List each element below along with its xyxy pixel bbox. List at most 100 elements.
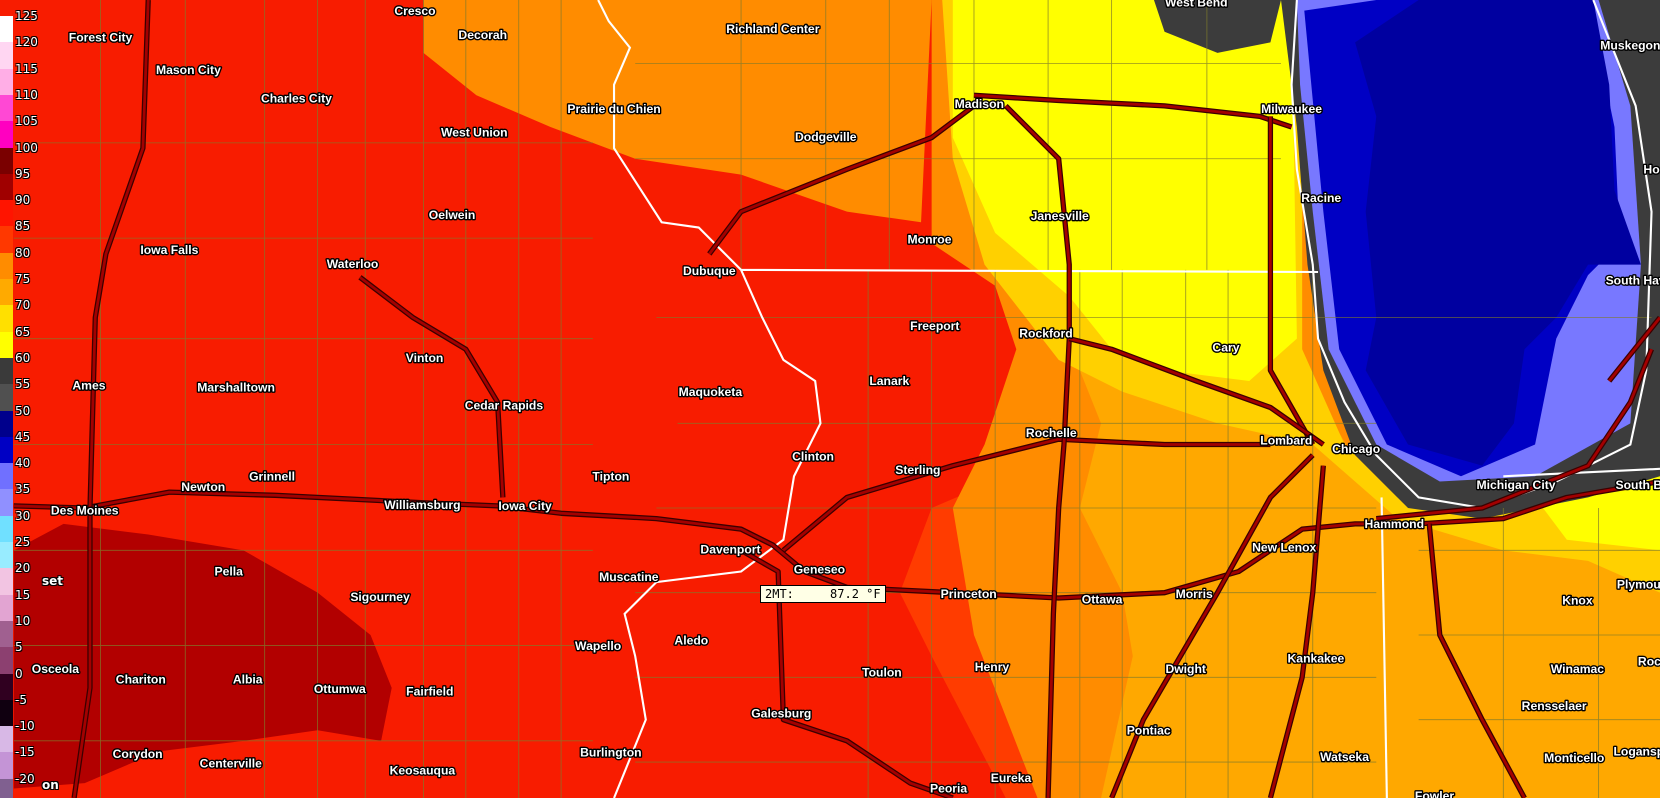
- city-label: Princeton: [941, 587, 997, 601]
- highway-line: [1376, 348, 1653, 520]
- highway-line: [1269, 465, 1325, 798]
- city-label: Osceola: [32, 662, 80, 676]
- legend-color-swatch: [0, 542, 13, 569]
- city-label: Prairie du Chien: [567, 102, 660, 116]
- legend-color-swatch: [0, 279, 13, 306]
- highway-line: [1608, 316, 1660, 382]
- city-label: Kankakee: [1288, 652, 1345, 666]
- city-label: Logansp: [1613, 745, 1660, 759]
- city-label: Pella: [214, 565, 243, 579]
- city-label: Toulon: [862, 665, 902, 679]
- region-yellow: [952, 0, 1297, 382]
- legend-label: 30: [15, 508, 31, 523]
- city-label: Cresco: [394, 4, 435, 18]
- city-label: Burlington: [580, 746, 641, 760]
- cursor-value-readout: 2MT: 87.2 °F: [760, 585, 886, 603]
- legend-label: -5: [15, 692, 27, 707]
- legend-color-swatch: [0, 410, 13, 438]
- city-label: Morris: [1176, 587, 1213, 601]
- highway-line: [1004, 104, 1071, 798]
- highway-line: [1269, 116, 1314, 446]
- city-label: Tipton: [592, 469, 629, 483]
- city-label: Dubuque: [683, 264, 736, 278]
- legend-color-swatch: [0, 305, 13, 333]
- city-label: Marshalltown: [197, 381, 275, 395]
- highway-line: [782, 437, 1271, 552]
- city-label: Corydon: [113, 747, 163, 761]
- legend-label: 85: [15, 219, 31, 234]
- city-label: Cedar Rapids: [465, 399, 544, 413]
- highway-line: [359, 276, 505, 498]
- legend-color-swatch: [0, 68, 13, 96]
- city-label: Oelwein: [429, 208, 476, 222]
- city-label: Charles City: [261, 92, 332, 106]
- legend-label: 20: [15, 561, 31, 576]
- city-label: Eureka: [991, 771, 1032, 785]
- legend-color-swatch: [0, 16, 13, 43]
- legend-color-swatch: [0, 200, 13, 227]
- legend-label: 100: [15, 140, 38, 155]
- city-label: Hammond: [1365, 517, 1424, 531]
- city-label: Michigan City: [1476, 478, 1555, 492]
- city-label: South B: [1616, 478, 1660, 492]
- city-label: Lanark: [869, 374, 909, 388]
- city-label: Madison: [955, 97, 1004, 111]
- temperature-color-legend: 125 120 115 110 105 100 95 90 85 80 75 70 65 60 55 50 45…: [0, 0, 63, 798]
- city-label: Vinton: [406, 351, 444, 365]
- legend-label: 55: [15, 377, 31, 392]
- city-label: Plymou: [1617, 577, 1660, 591]
- city-label: Knox: [1562, 593, 1593, 607]
- legend-color-swatch: [0, 121, 13, 148]
- city-label: Wapello: [575, 639, 621, 653]
- city-label: Monroe: [908, 232, 952, 246]
- city-label: Freeport: [910, 319, 959, 333]
- city-label: Forest City: [69, 30, 133, 44]
- city-label: Peoria: [930, 782, 967, 796]
- legend-label: 80: [15, 245, 31, 260]
- legend-label: 115: [15, 61, 38, 76]
- legend-color-swatch: [0, 489, 13, 517]
- city-label: Ames: [72, 378, 105, 392]
- legend-color-swatch: [0, 252, 13, 280]
- legend-label: 110: [15, 87, 38, 102]
- city-label: Centerville: [200, 756, 262, 770]
- legend-color-swatch: [0, 515, 13, 543]
- city-label: Galesburg: [751, 707, 811, 721]
- city-label: Sterling: [895, 463, 940, 477]
- illinois-wisconsin-border: [741, 268, 1319, 274]
- city-label: Mason City: [156, 63, 221, 77]
- legend-label: 0: [15, 666, 23, 681]
- legend-label: 50: [15, 403, 31, 418]
- city-label: Watseka: [1320, 750, 1369, 764]
- legend-label: 105: [15, 114, 38, 129]
- legend-color-swatch: [0, 752, 13, 780]
- highway-line: [72, 0, 150, 798]
- highway-line: [1110, 454, 1314, 798]
- legend-label: 40: [15, 456, 31, 471]
- city-label: Fowler: [1415, 789, 1454, 798]
- mississippi-river-border: [597, 0, 822, 798]
- legend-color-swatch: [0, 726, 13, 753]
- legend-color-swatch: [0, 778, 13, 798]
- legend-label: 65: [15, 324, 31, 339]
- city-label: New Lenox: [1252, 540, 1316, 554]
- legend-color-swatch: [0, 42, 13, 70]
- city-label: Racine: [1301, 191, 1341, 205]
- city-label: Ho: [1643, 163, 1659, 177]
- legend-color-swatch: [0, 647, 13, 674]
- city-label: Dodgeville: [795, 130, 857, 144]
- legend-label: 45: [15, 429, 31, 444]
- city-label: West Union: [441, 126, 508, 140]
- legend-label: 120: [15, 35, 38, 50]
- highways: [13, 0, 1660, 798]
- legend-label: 95: [15, 166, 31, 181]
- region-light-orange: [1058, 317, 1660, 798]
- legend-label: -10: [15, 719, 35, 734]
- city-label: Chariton: [116, 673, 166, 687]
- legend-label: 35: [15, 482, 31, 497]
- city-label: Williamsburg: [384, 498, 460, 512]
- city-label: Janesville: [1031, 209, 1089, 223]
- city-label: Winamac: [1551, 662, 1605, 676]
